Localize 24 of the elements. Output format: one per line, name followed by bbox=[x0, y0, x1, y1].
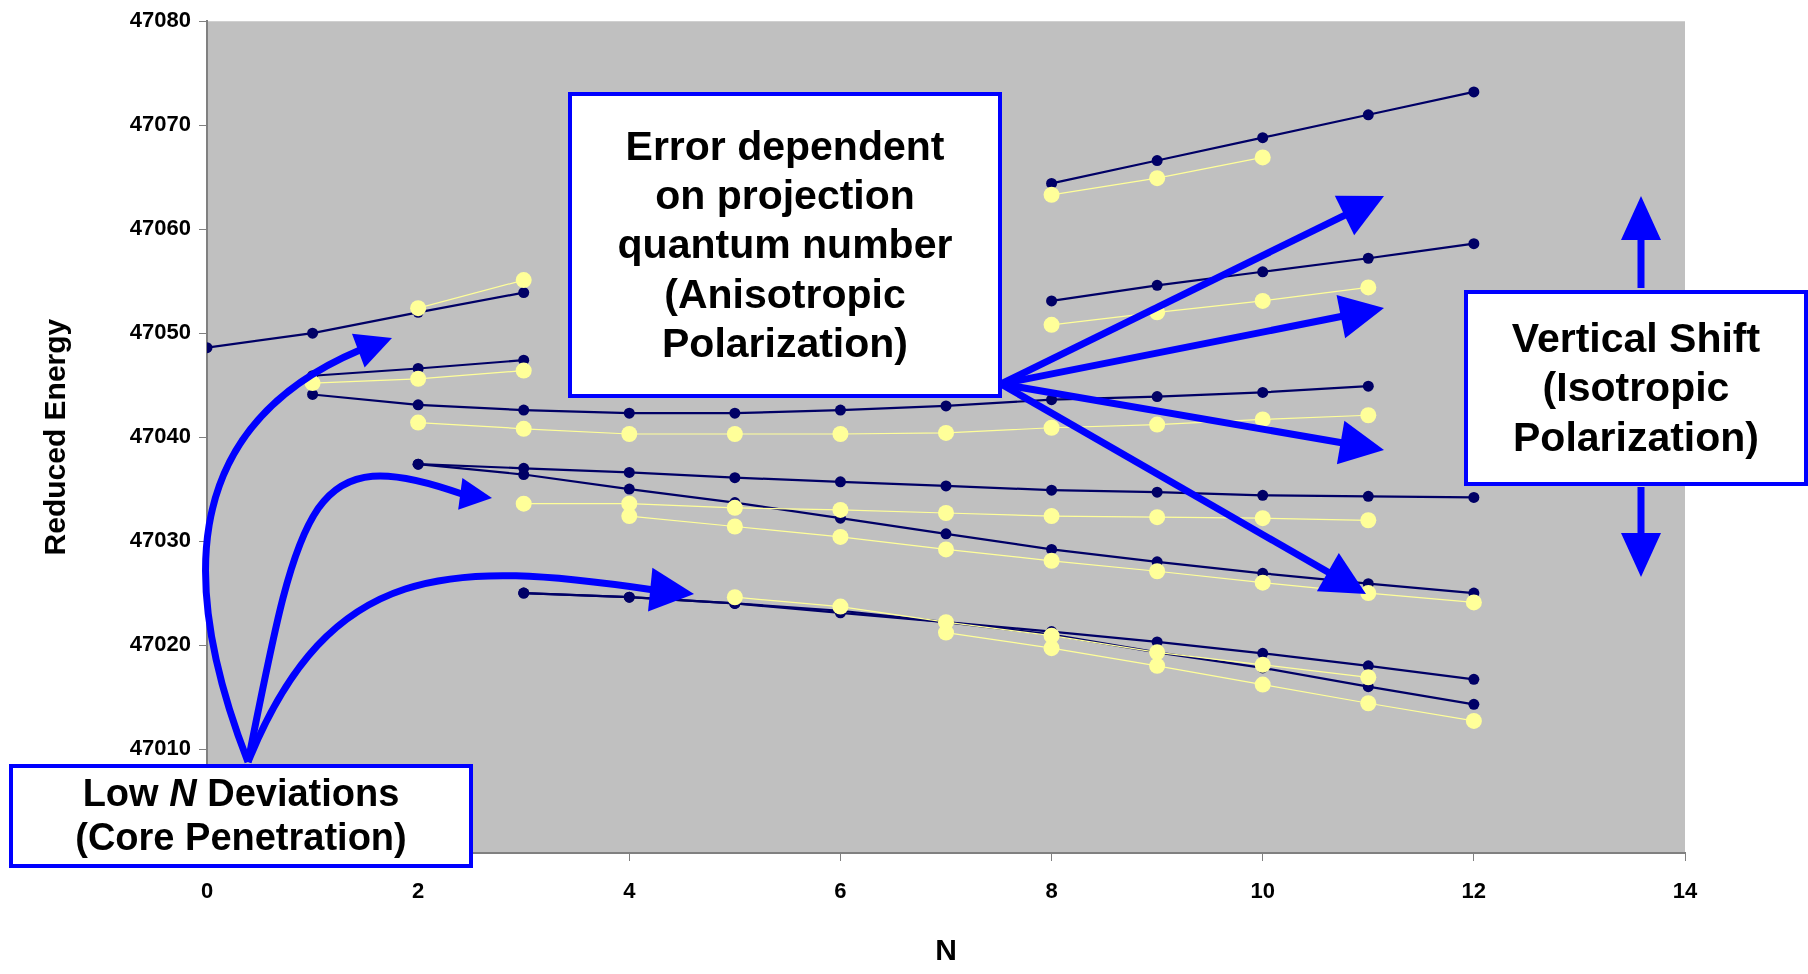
y-tick-label: 47040 bbox=[129, 423, 191, 449]
y-tick-label: 47080 bbox=[129, 7, 191, 33]
note-box: Low N Deviations (Core Penetration) bbox=[9, 764, 473, 868]
y-tick-label: 47070 bbox=[129, 111, 191, 137]
y-tick-label: 47060 bbox=[129, 215, 191, 241]
annotation: Error dependent on projection quantum number (Anisotropic Polarization) bbox=[616, 122, 954, 368]
y-tick-label: 47050 bbox=[129, 319, 191, 345]
x-tick-label: 0 bbox=[200, 878, 214, 904]
annotation: Low N Deviations (Core Penetration) bbox=[75, 772, 407, 860]
note-box: Error dependent on projection quantum number (Anisotropic Polarization) bbox=[568, 92, 1002, 398]
x-tick-label: 6 bbox=[834, 878, 847, 904]
x-tick-label: 14 bbox=[1672, 878, 1698, 904]
y-axis-title: Reduced Energy bbox=[38, 318, 72, 556]
annotation: Vertical Shift (Isotropic Polarization) bbox=[1510, 314, 1762, 462]
x-tick-label: 10 bbox=[1250, 878, 1275, 904]
x-axis-title: N bbox=[935, 933, 957, 967]
x-tick-label: 8 bbox=[1045, 878, 1058, 904]
y-tick-label: 47030 bbox=[129, 527, 191, 553]
x-tick-label: 2 bbox=[412, 878, 425, 904]
x-tick-label: 12 bbox=[1461, 878, 1487, 904]
y-tick-label: 47020 bbox=[129, 631, 191, 657]
note-box: Vertical Shift (Isotropic Polarization) bbox=[1464, 290, 1808, 486]
x-tick-label: 4 bbox=[623, 878, 637, 904]
y-tick-label: 47010 bbox=[129, 735, 191, 761]
